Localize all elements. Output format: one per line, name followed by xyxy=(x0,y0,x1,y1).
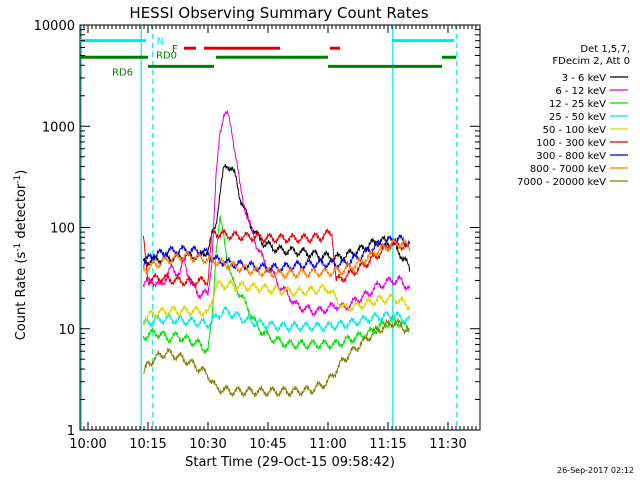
chart-title: HESSI Observing Summary Count Rates xyxy=(129,4,428,22)
x-tick-label-10:45: 10:45 xyxy=(249,437,286,452)
x-tick-label-11:00: 11:00 xyxy=(309,437,346,452)
y-tick-label-10: 10 xyxy=(58,323,75,338)
status-label-rd0: RD0 xyxy=(156,50,177,61)
series-line-3-6-kev xyxy=(142,163,411,272)
svg-text:Count Rate (s-1 detector-1): Count Rate (s-1 detector-1) xyxy=(13,170,29,341)
legend-label-8: 7000 - 20000 keV xyxy=(517,177,606,188)
y-tick-label-100: 100 xyxy=(50,222,75,237)
series-line-25-50-kev xyxy=(142,306,411,334)
legend-header-1: FDecim 2, Att 0 xyxy=(552,56,630,67)
y-tick-label-10000: 10000 xyxy=(34,19,75,34)
series-line-800-7000-kev xyxy=(142,237,411,280)
status-label-f: F xyxy=(172,44,178,55)
plot-border xyxy=(79,24,481,431)
axes: 10:00 10:15 10:30 10:45 11:00 11:15 11:30 1 10 10… xyxy=(34,19,481,452)
legend-label-7: 800 - 7000 keV xyxy=(530,164,606,175)
x-tick-label-10:00: 10:00 xyxy=(69,437,106,452)
x-tick-label-11:15: 11:15 xyxy=(369,437,406,452)
y-tick-label-1000: 1000 xyxy=(42,120,75,135)
legend-label-2: 12 - 25 keV xyxy=(549,99,606,110)
x-tick-label-11:30: 11:30 xyxy=(429,437,466,452)
series-line-6-12-kev xyxy=(142,110,411,317)
x-tick-label-10:15: 10:15 xyxy=(129,437,166,452)
legend-label-1: 6 - 12 keV xyxy=(555,86,606,97)
vertical-markers xyxy=(80,25,458,430)
y-axis-label: Count Rate (s-1 detector-1) xyxy=(13,170,29,341)
status-label-n: N xyxy=(157,37,164,48)
plot-frame xyxy=(79,24,481,431)
legend-label-4: 50 - 100 keV xyxy=(543,125,607,136)
legend-label-5: 100 - 300 keV xyxy=(536,138,606,149)
legend-label-6: 300 - 800 keV xyxy=(536,151,606,162)
legend-label-0: 3 - 6 keV xyxy=(562,73,606,84)
series-line-100-300-kev xyxy=(142,226,411,288)
legend-label-3: 25 - 50 keV xyxy=(549,112,606,123)
legend-header-0: Det 1,5,7, xyxy=(580,44,630,55)
x-tick-label-10:30: 10:30 xyxy=(189,437,226,452)
status-label-rd6: RD6 xyxy=(112,67,133,78)
series-line-7000-20000-kev xyxy=(143,318,410,399)
y-tick-label-1: 1 xyxy=(67,424,75,439)
legend: Det 1,5,7,FDecim 2, Att 0 3 - 6 keV 6 - 12… xyxy=(517,44,630,188)
series-layer xyxy=(142,110,411,399)
x-axis-label: Start Time (29-Oct-15 09:58:42) xyxy=(185,455,395,470)
generated-date: 26-Sep-2017 02:12 xyxy=(557,466,634,475)
series-line-50-100-kev xyxy=(142,279,411,327)
